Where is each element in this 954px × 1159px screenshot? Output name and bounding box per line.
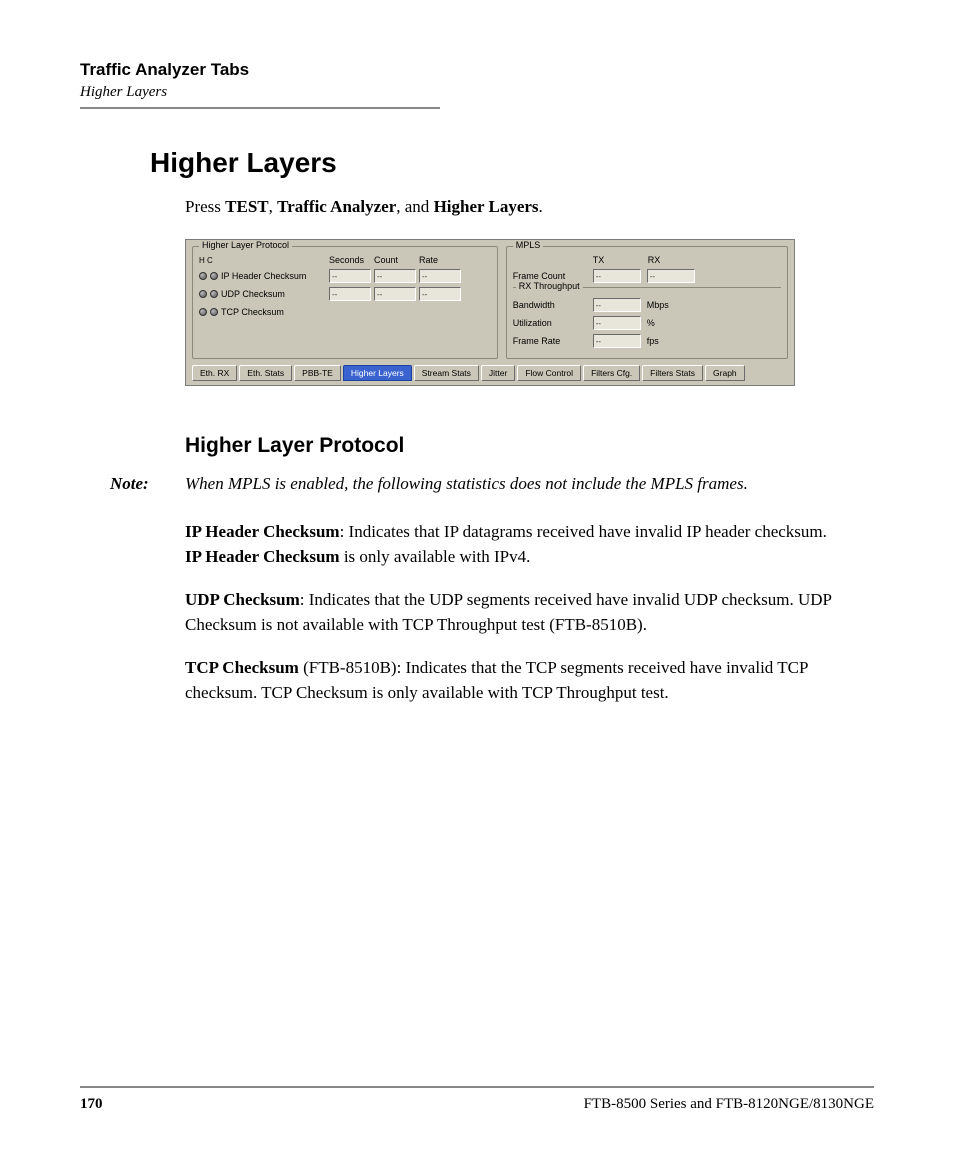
tab-eth-stats[interactable]: Eth. Stats	[239, 365, 292, 381]
hlp-row-ip: IP Header Checksum -- -- --	[199, 269, 491, 283]
mpls-utilization-unit: %	[647, 318, 677, 328]
hlp-tcp-rate	[419, 305, 461, 319]
mpls-frame-rate-label: Frame Rate	[513, 336, 593, 346]
p1-term: IP Header Checksum	[185, 522, 340, 541]
tab-graph[interactable]: Graph	[705, 365, 745, 381]
para-tcp-checksum: TCP Checksum (FTB-8510B): Indicates that…	[185, 655, 844, 705]
mpls-frame-count-rx: --	[647, 269, 695, 283]
mpls-legend: MPLS	[513, 240, 544, 250]
mpls-utilization-val: --	[593, 316, 641, 330]
hlp-ip-rate: --	[419, 269, 461, 283]
p3-term: TCP Checksum	[185, 658, 299, 677]
p1-t1: : Indicates that IP datagrams received h…	[340, 522, 827, 541]
note-label: Note:	[110, 472, 185, 497]
footer-rule	[80, 1086, 874, 1088]
mpls-col-rx: RX	[648, 255, 703, 265]
rx-throughput-group: RX Throughput Bandwidth -- Mbps Utilizat…	[513, 287, 781, 348]
led-h-icon	[199, 272, 207, 280]
col-count: Count	[374, 255, 419, 265]
mpls-frame-count-label: Frame Count	[513, 271, 593, 281]
hlp-ip-seconds: --	[329, 269, 371, 283]
p1-term2: IP Header Checksum	[185, 547, 340, 566]
hlp-row-tcp: TCP Checksum	[199, 305, 491, 319]
led-c-icon	[210, 272, 218, 280]
led-c-icon	[210, 308, 218, 316]
instr-suffix: .	[539, 197, 543, 216]
led-h-icon	[199, 290, 207, 298]
hlp-row-udp: UDP Checksum -- -- --	[199, 287, 491, 301]
instr-prefix: Press	[185, 197, 225, 216]
hlp-udp-label: UDP Checksum	[221, 289, 329, 299]
mpls-frame-rate-val: --	[593, 334, 641, 348]
running-header-title: Traffic Analyzer Tabs	[80, 60, 874, 80]
instr-sep1: ,	[269, 197, 278, 216]
page-number: 170	[80, 1096, 103, 1113]
hlp-fieldset: Higher Layer Protocol H C Seconds Count …	[192, 246, 498, 359]
mpls-utilization-label: Utilization	[513, 318, 593, 328]
para-udp-checksum: UDP Checksum: Indicates that the UDP seg…	[185, 587, 844, 637]
hlp-legend: Higher Layer Protocol	[199, 240, 292, 250]
instr-traffic-analyzer: Traffic Analyzer	[277, 197, 396, 216]
instr-test: TEST	[225, 197, 268, 216]
tab-filters-stats[interactable]: Filters Stats	[642, 365, 703, 381]
para-ip-checksum: IP Header Checksum: Indicates that IP da…	[185, 519, 844, 569]
header-rule	[80, 107, 440, 109]
mpls-bandwidth-unit: Mbps	[647, 300, 677, 310]
col-rate: Rate	[419, 255, 464, 265]
tab-flow-control[interactable]: Flow Control	[517, 365, 581, 381]
tab-jitter[interactable]: Jitter	[481, 365, 515, 381]
mpls-bandwidth-label: Bandwidth	[513, 300, 593, 310]
led-h-icon	[199, 308, 207, 316]
mpls-bandwidth-row: Bandwidth -- Mbps	[513, 298, 781, 312]
mpls-frame-rate-row: Frame Rate -- fps	[513, 334, 781, 348]
hlp-udp-seconds: --	[329, 287, 371, 301]
p1-t2: is only available with IPv4.	[340, 547, 531, 566]
led-c-icon	[210, 290, 218, 298]
screenshot-tab-bar: Eth. RXEth. StatsPBB-TEHigher LayersStre…	[192, 365, 788, 381]
tab-higher-layers[interactable]: Higher Layers	[343, 365, 412, 381]
section-heading: Higher Layer Protocol	[185, 434, 874, 458]
page-title: Higher Layers	[150, 147, 874, 179]
mpls-fieldset: MPLS TX RX Frame Count -- -- RX Throughp…	[506, 246, 788, 359]
mpls-col-tx: TX	[593, 255, 648, 265]
hlp-tcp-seconds	[329, 305, 371, 319]
hlp-tcp-label: TCP Checksum	[221, 307, 329, 317]
note-text: When MPLS is enabled, the following stat…	[185, 472, 874, 497]
screenshot-panel: Higher Layer Protocol H C Seconds Count …	[185, 239, 795, 386]
mpls-frame-rate-unit: fps	[647, 336, 677, 346]
rx-throughput-label: RX Throughput	[516, 281, 583, 291]
hlp-tcp-count	[374, 305, 416, 319]
p2-term: UDP Checksum	[185, 590, 300, 609]
tab-eth-rx[interactable]: Eth. RX	[192, 365, 237, 381]
tab-pbb-te[interactable]: PBB-TE	[294, 365, 341, 381]
instr-higher-layers: Higher Layers	[434, 197, 539, 216]
mpls-bandwidth-val: --	[593, 298, 641, 312]
footer-doc-id: FTB-8500 Series and FTB-8120NGE/8130NGE	[584, 1096, 874, 1113]
mpls-frame-count-tx: --	[593, 269, 641, 283]
hlp-ip-label: IP Header Checksum	[221, 271, 329, 281]
hlp-udp-count: --	[374, 287, 416, 301]
col-seconds: Seconds	[329, 255, 374, 265]
tab-stream-stats[interactable]: Stream Stats	[414, 365, 479, 381]
instruction-text: Press TEST, Traffic Analyzer, and Higher…	[185, 197, 874, 217]
running-header-subtitle: Higher Layers	[80, 84, 874, 101]
instr-sep2: , and	[396, 197, 433, 216]
tab-filters-cfg-[interactable]: Filters Cfg.	[583, 365, 640, 381]
hlp-hc-label: H C	[199, 256, 229, 265]
mpls-utilization-row: Utilization -- %	[513, 316, 781, 330]
hlp-ip-count: --	[374, 269, 416, 283]
hlp-udp-rate: --	[419, 287, 461, 301]
